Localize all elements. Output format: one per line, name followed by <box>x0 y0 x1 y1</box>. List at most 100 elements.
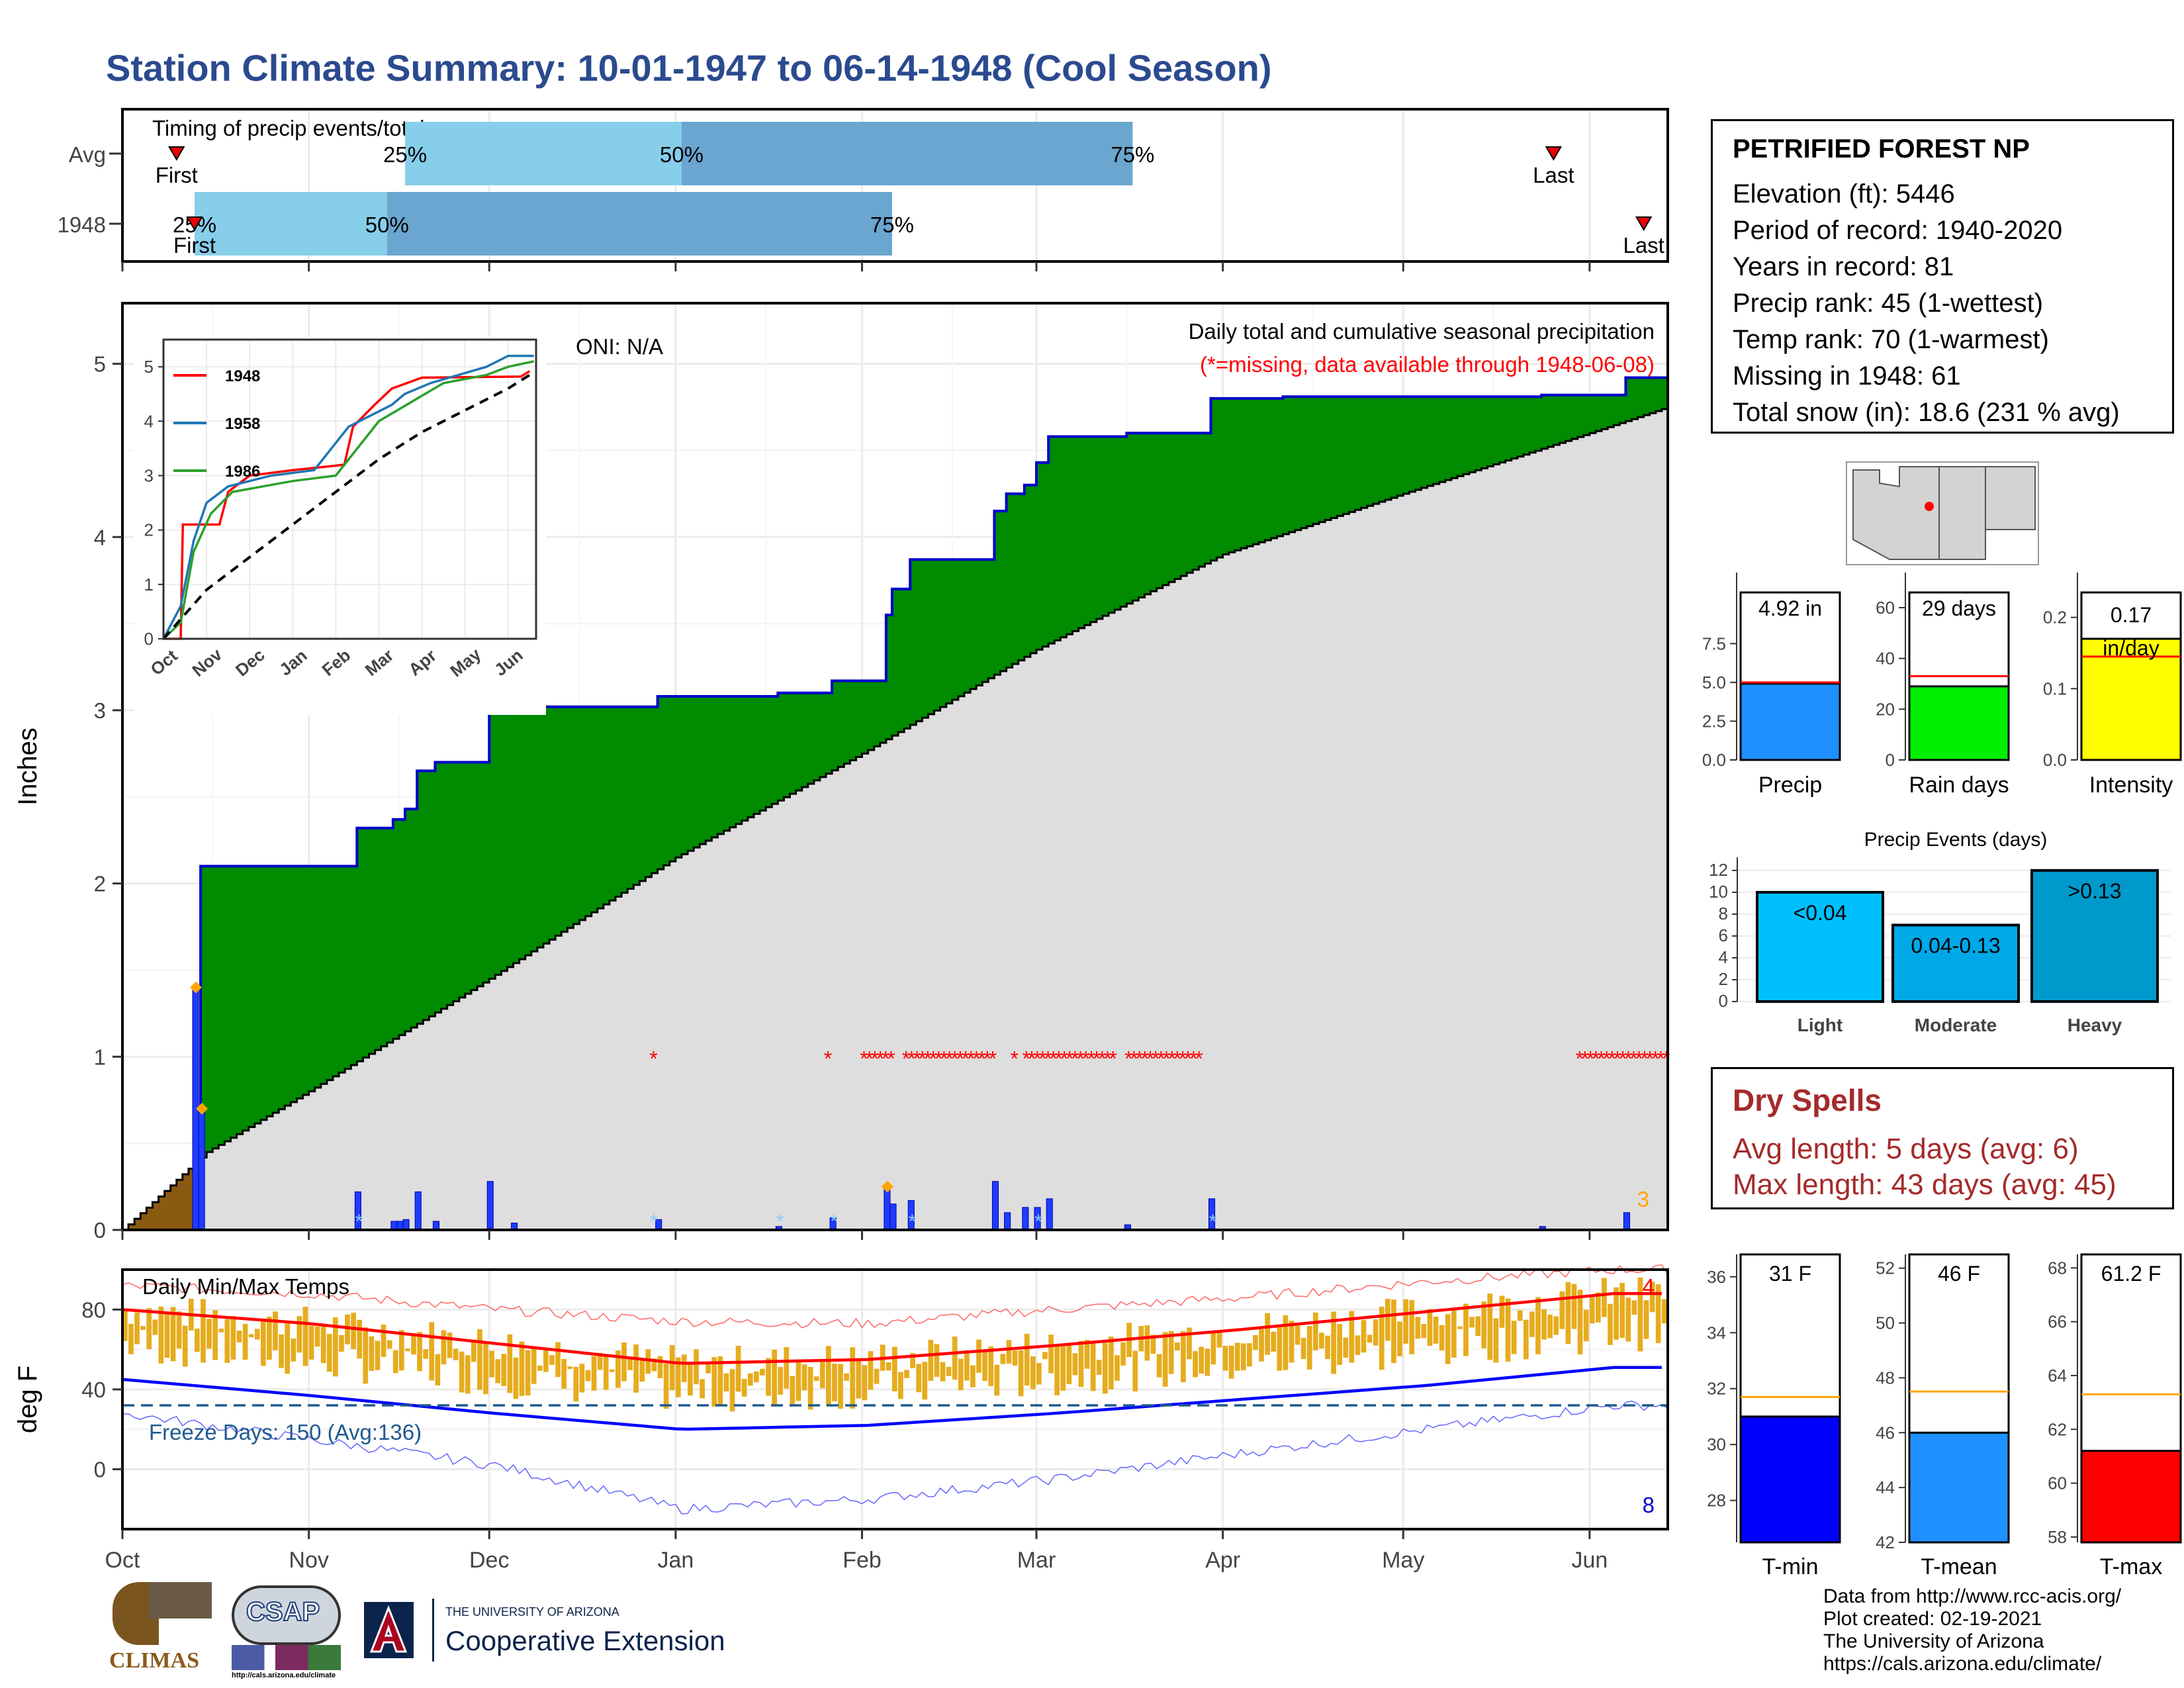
daily-temp-bar <box>844 1373 849 1381</box>
daily-temp-bar <box>766 1358 771 1396</box>
trace-marker: * <box>776 1211 784 1233</box>
missing-marker: * <box>1023 1047 1030 1070</box>
daily-temp-bar <box>1096 1360 1102 1375</box>
missing-marker: * <box>1575 1047 1583 1070</box>
daily-precip-bar <box>486 1181 494 1231</box>
temp-summary-y-tick: 64 <box>2048 1366 2067 1385</box>
daily-temp-bar <box>735 1346 741 1392</box>
first-label: First <box>173 233 216 258</box>
missing-marker: * <box>924 1047 932 1070</box>
daily-temp-bar <box>784 1347 790 1389</box>
missing-marker: * <box>967 1047 975 1070</box>
missing-marker: * <box>860 1047 868 1070</box>
daily-temp-bar <box>1300 1338 1306 1360</box>
daily-temp-bar <box>1619 1283 1625 1338</box>
x-tick-label: Dec <box>469 1548 509 1573</box>
daily-temp-bar <box>1277 1327 1283 1371</box>
daily-temp-bar <box>723 1373 729 1391</box>
daily-temp-bar <box>507 1334 513 1393</box>
climas-logo: CLIMAS <box>109 1582 215 1681</box>
timing-bar-25-50 <box>195 192 387 256</box>
inset-y-tick: 1 <box>144 575 154 594</box>
daily-temp-bar <box>1379 1306 1385 1370</box>
daily-temp-bar <box>254 1329 260 1340</box>
pct-label: 75% <box>1111 142 1154 167</box>
trace-marker: * <box>830 1211 838 1233</box>
events-title: Precip Events (days) <box>1864 829 2048 851</box>
daily-temp-bar <box>874 1368 880 1384</box>
pct-label: 25% <box>383 142 427 167</box>
daily-temp-bar <box>1271 1331 1277 1352</box>
daily-temp-bar <box>868 1351 874 1390</box>
temp-summary-y-tick: 34 <box>1707 1323 1726 1342</box>
x-tick-label: Apr <box>1205 1548 1240 1573</box>
missing-marker: * <box>1651 1047 1659 1070</box>
daily-temp-bar <box>339 1335 344 1352</box>
trace-marker: * <box>355 1211 363 1233</box>
daily-temp-bar <box>916 1364 922 1393</box>
oni-label: ONI: N/A <box>576 334 663 359</box>
daily-temp-bar <box>856 1358 862 1399</box>
daily-temp-bar <box>224 1319 230 1363</box>
daily-temp-bar <box>314 1326 320 1347</box>
daily-temp-bar <box>603 1354 609 1390</box>
daily-temp-bar <box>212 1310 218 1360</box>
missing-marker: * <box>1038 1047 1046 1070</box>
temp-summary-y-tick: 32 <box>1707 1379 1726 1399</box>
inset-y-tick: 5 <box>144 357 154 377</box>
daily-temp-bar <box>807 1366 813 1410</box>
freeze-days-label: Freeze Days: 150 (Avg:136) <box>149 1420 422 1444</box>
daily-temp-bar <box>357 1319 363 1359</box>
daily-temp-bar <box>1511 1321 1517 1354</box>
missing-marker: * <box>865 1047 873 1070</box>
daily-temp-bar <box>1631 1300 1637 1315</box>
daily-temp-bar <box>405 1348 410 1352</box>
daily-temp-bar <box>1240 1343 1246 1371</box>
daily-temp-bar <box>206 1319 212 1349</box>
inset-frame <box>162 338 537 640</box>
pct-label: 75% <box>870 212 914 237</box>
legend-label: 1958 <box>225 415 260 433</box>
daily-temp-bar <box>609 1369 615 1372</box>
daily-temp-bar <box>549 1355 555 1365</box>
ua-line1: THE UNIVERSITY OF ARIZONA <box>445 1605 619 1618</box>
daily-temp-bar <box>555 1342 561 1378</box>
temp-summary-y-tick: 66 <box>2048 1312 2067 1332</box>
daily-temp-bar <box>326 1334 332 1372</box>
avg-min-line <box>122 1366 1662 1431</box>
daily-temp-bar <box>1210 1332 1216 1365</box>
daily-temp-bar <box>1517 1310 1523 1321</box>
legend-label: 1986 <box>225 463 260 481</box>
daily-temp-bar <box>1289 1321 1295 1363</box>
event-x-label: Moderate <box>1915 1015 1997 1035</box>
daily-temp-bar <box>1018 1350 1024 1397</box>
missing-marker: * <box>1614 1047 1621 1070</box>
daily-temp-bar <box>1144 1325 1150 1361</box>
daily-precip-bar <box>889 1203 897 1231</box>
daily-temp-bar <box>1156 1354 1162 1378</box>
daily-temp-bar <box>561 1358 567 1389</box>
daily-temp-bar <box>1030 1356 1036 1389</box>
first-marker <box>186 216 203 231</box>
daily-temp-bar <box>904 1370 909 1378</box>
daily-temp-bar <box>1625 1297 1631 1342</box>
daily-temp-bar <box>236 1331 242 1342</box>
summary-label: Rain days <box>1909 773 2009 798</box>
daily-temp-bar <box>813 1376 819 1382</box>
daily-temp-bar <box>1102 1342 1108 1394</box>
daily-temp-bar <box>279 1334 284 1368</box>
daily-temp-bar <box>495 1359 501 1383</box>
missing-marker: * <box>972 1047 980 1070</box>
temp-summary-bar <box>2080 1450 2182 1544</box>
daily-temp-bar <box>369 1336 375 1372</box>
daily-temp-bar <box>1499 1295 1505 1328</box>
daily-temp-bar <box>201 1299 206 1363</box>
daily-temp-bar <box>291 1338 296 1362</box>
missing-marker: * <box>1044 1047 1052 1070</box>
daily-temp-bar <box>1306 1326 1312 1370</box>
missing-marker: * <box>1141 1047 1149 1070</box>
summary-y-tick: 7.5 <box>1702 633 1726 653</box>
missing-marker: * <box>1033 1047 1041 1070</box>
missing-marker: * <box>907 1047 915 1070</box>
pct-label: 50% <box>365 212 409 237</box>
